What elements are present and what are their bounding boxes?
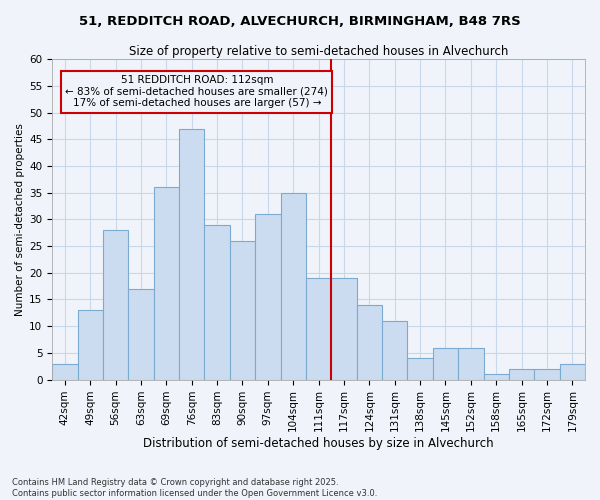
Bar	[77, 310, 103, 380]
Bar	[382, 321, 407, 380]
Text: 51 REDDITCH ROAD: 112sqm
← 83% of semi-detached houses are smaller (274)
17% of : 51 REDDITCH ROAD: 112sqm ← 83% of semi-d…	[65, 75, 328, 108]
Bar	[331, 278, 356, 380]
Bar	[179, 128, 205, 380]
Bar	[407, 358, 433, 380]
Bar	[356, 305, 382, 380]
Bar	[509, 369, 534, 380]
Bar	[205, 224, 230, 380]
Bar	[230, 240, 255, 380]
Bar	[154, 188, 179, 380]
Bar	[433, 348, 458, 380]
Bar	[255, 214, 281, 380]
Bar	[484, 374, 509, 380]
Text: Contains HM Land Registry data © Crown copyright and database right 2025.
Contai: Contains HM Land Registry data © Crown c…	[12, 478, 377, 498]
Bar	[52, 364, 77, 380]
Bar	[306, 278, 331, 380]
Y-axis label: Number of semi-detached properties: Number of semi-detached properties	[15, 123, 25, 316]
Bar	[560, 364, 585, 380]
Bar	[534, 369, 560, 380]
Bar	[458, 348, 484, 380]
X-axis label: Distribution of semi-detached houses by size in Alvechurch: Distribution of semi-detached houses by …	[143, 437, 494, 450]
Bar	[281, 192, 306, 380]
Bar	[128, 289, 154, 380]
Bar	[103, 230, 128, 380]
Text: 51, REDDITCH ROAD, ALVECHURCH, BIRMINGHAM, B48 7RS: 51, REDDITCH ROAD, ALVECHURCH, BIRMINGHA…	[79, 15, 521, 28]
Title: Size of property relative to semi-detached houses in Alvechurch: Size of property relative to semi-detach…	[129, 45, 508, 58]
